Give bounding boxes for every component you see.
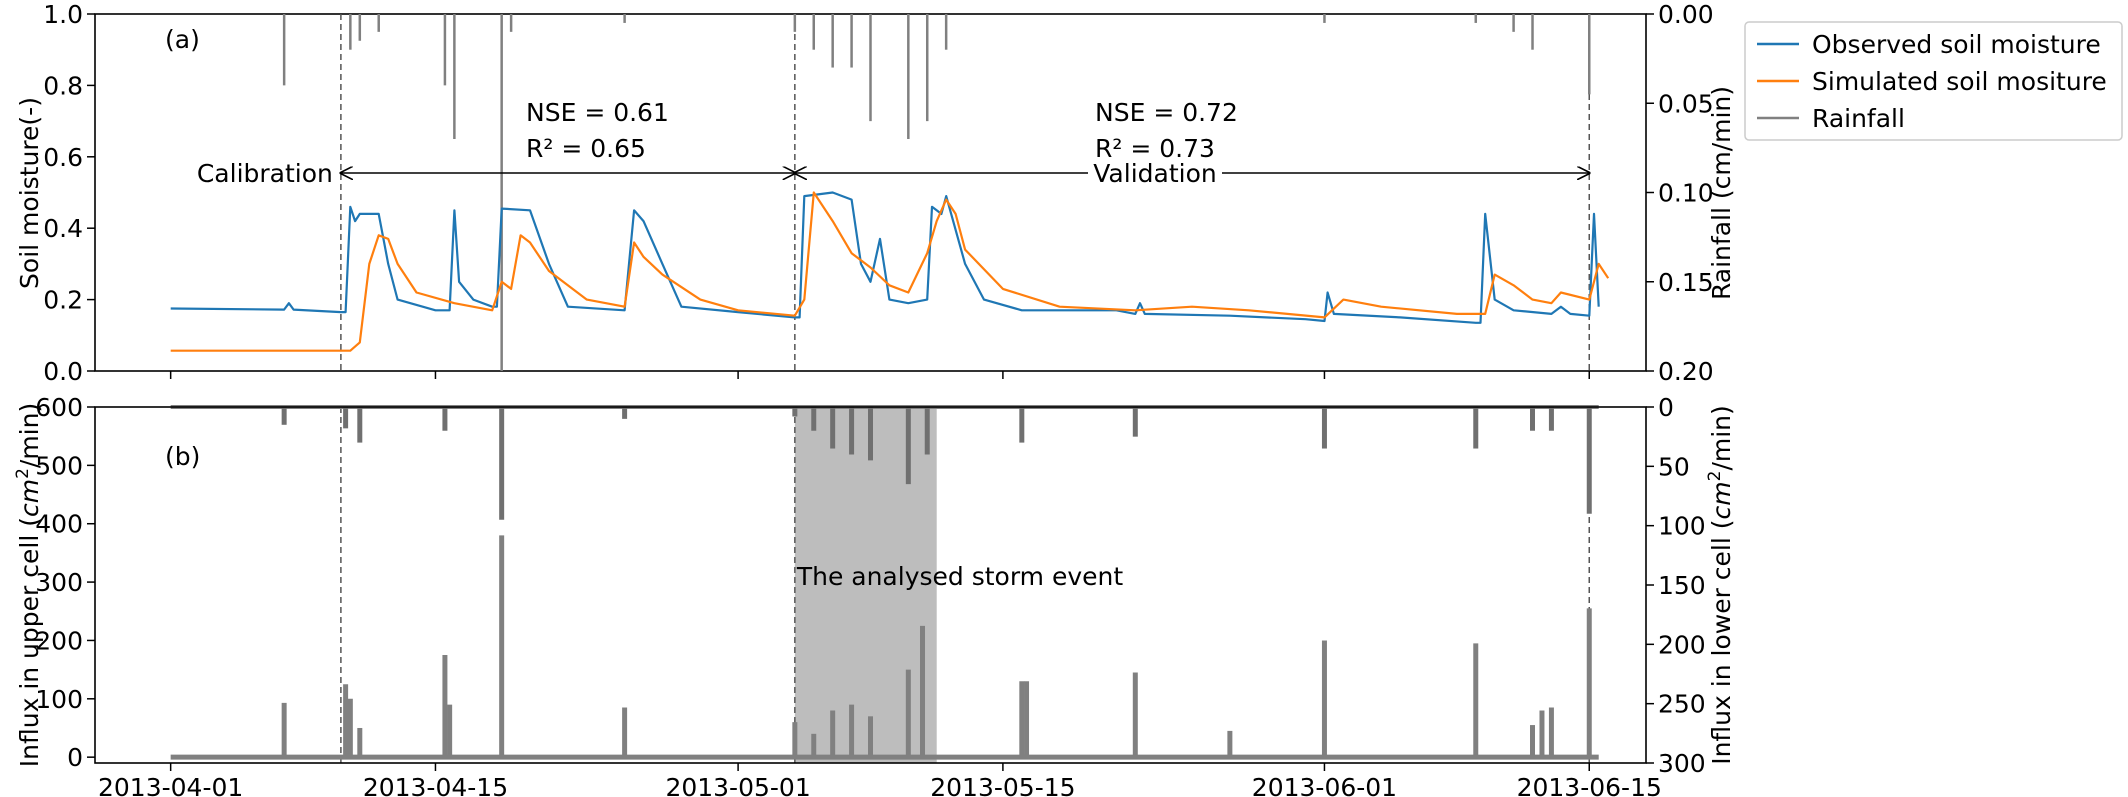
y-tick-label: 1.0 — [43, 0, 83, 29]
legend-observed-label: Observed soil moisture — [1812, 30, 2101, 59]
y-tick-label: 0.4 — [43, 214, 83, 243]
soil-moisture-axis-label: Soil moisture(-) — [15, 97, 44, 289]
y-right-tick-label: 0 — [1658, 393, 1674, 422]
y-tick-label: 600 — [35, 393, 83, 422]
observed-soil-moisture-line — [170, 191, 1600, 324]
x-tick-label: 2013-06-01 — [1252, 773, 1397, 797]
x-tick-label: 2013-06-15 — [1517, 773, 1662, 797]
y-right-tick-label: 200 — [1658, 630, 1706, 659]
rainfall-axis-label: Rainfall (cm/min) — [1707, 86, 1736, 300]
y-tick-label: 200 — [35, 626, 83, 655]
y-tick-label: 0 — [67, 743, 83, 772]
calibration-label: Calibration — [197, 159, 333, 188]
y-right-tick-label: 0.20 — [1658, 357, 1714, 386]
storm-event-highlight — [794, 407, 937, 763]
y-right-tick-label: 100 — [1658, 512, 1706, 541]
legend-rainfall-label: Rainfall — [1812, 104, 1905, 133]
rainfall-bars — [282, 14, 1591, 371]
lower-cell-axis-label: Influx in lower cell (cm2/min) — [1705, 405, 1736, 765]
x-tick-label: 2013-04-01 — [98, 773, 243, 797]
r2-validation: R² = 0.73 — [1095, 134, 1215, 163]
validation-label: Validation — [1093, 159, 1216, 188]
y-tick-label: 500 — [35, 451, 83, 480]
y-right-tick-label: 50 — [1658, 452, 1690, 481]
y-tick-label: 300 — [35, 568, 83, 597]
nse-calibration: NSE = 0.61 — [526, 98, 669, 127]
y-tick-label: 400 — [35, 510, 83, 539]
nse-validation: NSE = 0.72 — [1095, 98, 1238, 127]
y-right-tick-label: 0.00 — [1658, 0, 1714, 29]
panel-a-label: (a) — [165, 25, 200, 54]
x-tick-label: 2013-04-15 — [363, 773, 508, 797]
legend: Observed soil moisture Simulated soil mo… — [1744, 21, 2123, 141]
validation-label-bg — [1088, 157, 1222, 189]
y-right-tick-label: 250 — [1658, 690, 1706, 719]
r2-calibration: R² = 0.65 — [526, 134, 646, 163]
storm-event-label: The analysed storm event — [796, 562, 1124, 591]
y-tick-label: 0.6 — [43, 143, 83, 172]
panel-b-frame — [94, 406, 1647, 764]
panel-a: Calibration Validation NSE = 0.61 R² = 0.65… — [15, 0, 1736, 386]
x-tick-label: 2013-05-15 — [930, 773, 1075, 797]
y-tick-label: 0.0 — [43, 357, 83, 386]
upper-cell-axis-label: Influx in upper cell (cm2/min) — [13, 403, 44, 767]
y-tick-label: 100 — [35, 685, 83, 714]
y-right-tick-label: 0.10 — [1658, 179, 1714, 208]
y-tick-label: 0.8 — [43, 71, 83, 100]
y-right-tick-label: 0.05 — [1658, 89, 1714, 118]
simulated-soil-moisture-line — [170, 191, 1610, 352]
panel-b-label: (b) — [165, 442, 200, 471]
y-right-tick-label: 300 — [1658, 749, 1706, 778]
upper-cell-influx — [170, 535, 1599, 760]
x-tick-label: 2013-05-01 — [665, 773, 810, 797]
legend-simulated-label: Simulated soil mositure — [1812, 67, 2107, 96]
y-right-tick-label: 150 — [1658, 571, 1706, 600]
y-tick-label: 0.2 — [43, 286, 83, 315]
y-right-tick-label: 0.15 — [1658, 268, 1714, 297]
